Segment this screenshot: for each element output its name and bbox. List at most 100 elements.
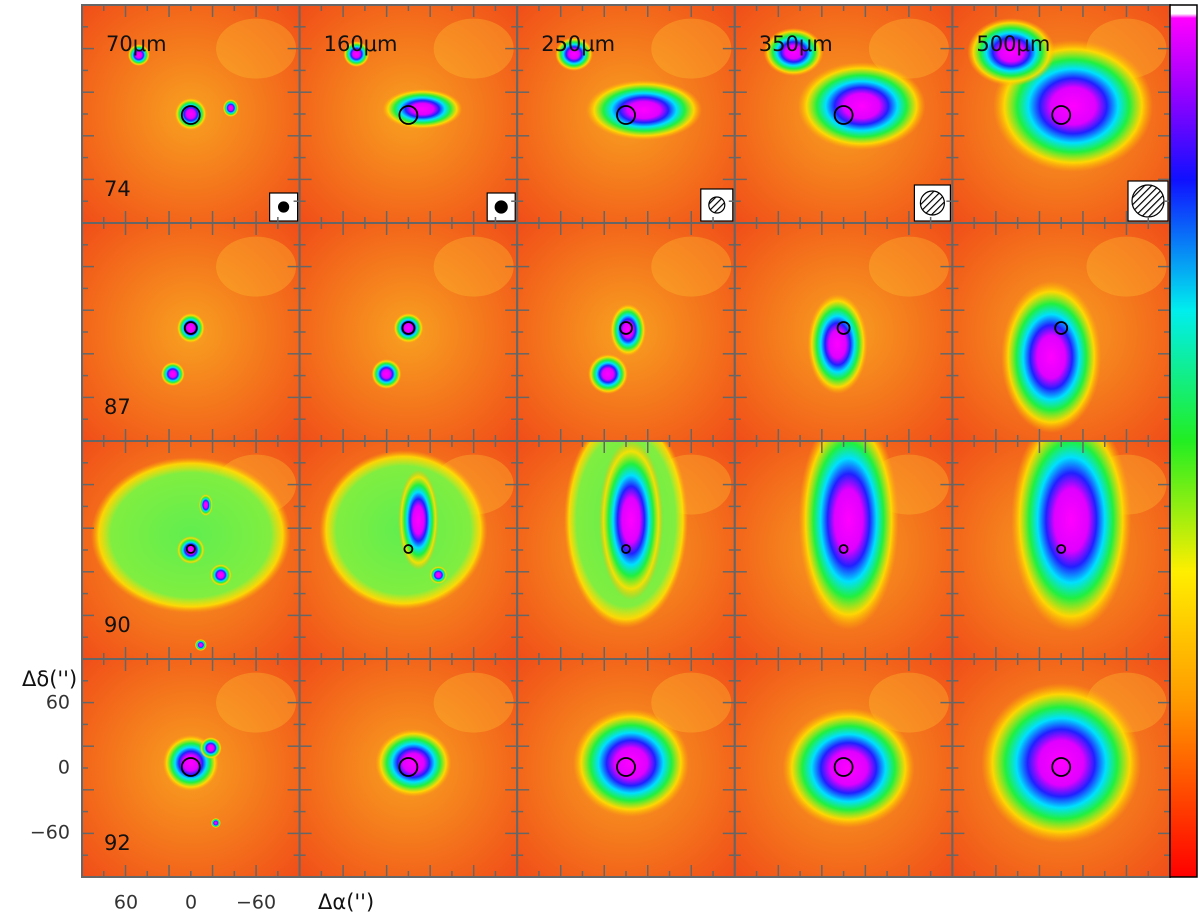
emission: [573, 709, 689, 817]
y-tick-label: 60: [46, 692, 70, 714]
emission: [1001, 281, 1102, 433]
panel: [82, 441, 300, 659]
emission: [174, 98, 207, 130]
emission: [199, 737, 222, 759]
panels: 70μm 74 160μm 250μm 350μm 500μm 87 90 92: [81, 4, 1172, 878]
beam: [494, 200, 508, 214]
emission: [763, 28, 824, 76]
emission: [176, 313, 205, 343]
source-id: 90: [104, 613, 131, 637]
emission: [429, 566, 448, 584]
emission: [222, 99, 239, 117]
emission: [798, 441, 899, 630]
beam: [919, 190, 946, 216]
wavelength-label: 350μm: [759, 32, 833, 56]
noise: [868, 236, 949, 297]
source-marker: [401, 321, 416, 335]
noise: [216, 672, 297, 733]
noise: [216, 236, 297, 297]
panel: [952, 223, 1170, 441]
source-marker: [833, 105, 854, 125]
wavelength-label: 160μm: [324, 32, 398, 56]
source-marker: [619, 321, 633, 335]
emission: [210, 818, 221, 828]
source-marker: [1051, 757, 1072, 777]
source-marker: [185, 544, 196, 554]
noise: [651, 672, 732, 733]
emission: [198, 494, 213, 516]
source-id: 92: [104, 831, 131, 855]
emission: [599, 441, 663, 600]
source-marker: [180, 105, 201, 125]
emission: [393, 313, 424, 343]
noise: [433, 672, 514, 733]
panel: [952, 441, 1170, 659]
emission: [160, 362, 185, 386]
emission: [90, 457, 291, 613]
emission: [1011, 441, 1132, 632]
panel: [734, 223, 953, 441]
panel: [517, 659, 735, 877]
emission: [382, 89, 463, 129]
source-marker: [183, 321, 198, 335]
panel: [82, 223, 300, 441]
noise: [433, 18, 514, 79]
source-marker: [616, 105, 636, 125]
source-marker: [403, 544, 414, 554]
source-id: 87: [104, 395, 131, 419]
panel: [734, 5, 953, 223]
panel: [299, 659, 518, 877]
source-marker: [836, 321, 851, 335]
emission: [807, 294, 868, 394]
panel: [734, 659, 953, 877]
noise: [433, 236, 514, 297]
beam: [1131, 184, 1165, 218]
panel: [734, 441, 953, 659]
y-axis-label: Δδ(''): [22, 667, 77, 691]
emission: [588, 354, 628, 394]
panel: [517, 223, 735, 441]
source-marker: [621, 544, 631, 554]
panel: [82, 659, 300, 877]
x-axis-label: Δα(''): [318, 890, 374, 914]
beam: [278, 201, 290, 213]
panel: [299, 223, 518, 441]
colorbar: [1169, 4, 1198, 878]
emission: [371, 359, 402, 389]
noise: [651, 236, 732, 297]
source-marker: [616, 757, 636, 777]
x-tick-label: 60: [114, 892, 138, 914]
wavelength-label: 70μm: [106, 32, 167, 56]
source-marker: [1054, 321, 1069, 335]
emission: [176, 536, 205, 564]
emission: [398, 470, 439, 570]
panel: [952, 659, 1170, 877]
x-tick-label: 0: [185, 892, 197, 914]
x-tick-label: −60: [236, 892, 276, 914]
emission: [967, 18, 1056, 86]
source-marker: [180, 757, 201, 777]
panel: [299, 5, 518, 223]
beam: [708, 196, 726, 214]
noise: [651, 18, 732, 79]
emission: [586, 80, 702, 140]
noise: [1086, 236, 1167, 297]
noise: [868, 18, 949, 79]
emission: [343, 41, 370, 67]
panel: [517, 5, 735, 223]
emission: [375, 729, 452, 797]
source-marker: [833, 757, 854, 777]
emission: [981, 683, 1142, 843]
y-tick-label: 0: [58, 757, 70, 779]
wavelength-label: 250μm: [541, 32, 615, 56]
panel: [517, 441, 735, 659]
y-tick-label: −60: [30, 822, 70, 844]
wavelength-label: 500μm: [976, 32, 1050, 56]
source-marker: [398, 105, 419, 125]
source-marker: [838, 544, 849, 554]
noise: [868, 672, 949, 733]
emission: [782, 708, 915, 828]
emission: [209, 564, 232, 586]
panel: [952, 5, 1170, 223]
